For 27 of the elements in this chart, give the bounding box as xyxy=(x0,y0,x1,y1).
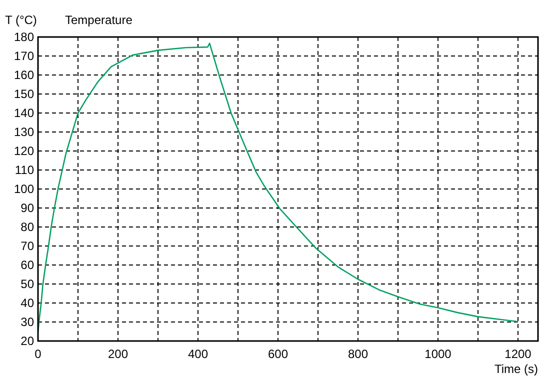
y-tick-label: 120 xyxy=(14,144,34,158)
x-tick-label: 400 xyxy=(188,347,208,361)
x-tick-label: 1000 xyxy=(424,347,452,361)
x-tick-label: 1200 xyxy=(504,347,532,361)
y-tick-label: 110 xyxy=(14,163,34,177)
x-tick-label: 800 xyxy=(348,347,368,361)
y-tick-label: 70 xyxy=(20,239,34,253)
y-tick-label: 180 xyxy=(14,30,34,44)
x-tick-label: 600 xyxy=(268,347,288,361)
y-tick-label: 60 xyxy=(20,258,34,272)
y-axis-title: T (°C) xyxy=(5,13,37,27)
y-tick-label: 40 xyxy=(20,296,34,310)
y-tick-label: 90 xyxy=(20,201,34,215)
y-tick-label: 100 xyxy=(14,182,34,196)
y-tick-label: 160 xyxy=(14,68,34,82)
x-tick-label: 200 xyxy=(108,347,128,361)
y-tick-label: 150 xyxy=(14,87,34,101)
y-tick-label: 80 xyxy=(20,220,34,234)
y-tick-label: 130 xyxy=(14,125,34,139)
y-tick-label: 20 xyxy=(20,334,34,348)
y-tick-label: 50 xyxy=(20,277,34,291)
y-tick-label: 30 xyxy=(20,315,34,329)
x-axis-title: Time (s) xyxy=(494,362,538,376)
y-tick-label: 170 xyxy=(14,49,34,63)
x-tick-label: 0 xyxy=(34,347,42,361)
chart-title: Temperature xyxy=(65,13,133,27)
y-tick-label: 140 xyxy=(14,106,34,120)
